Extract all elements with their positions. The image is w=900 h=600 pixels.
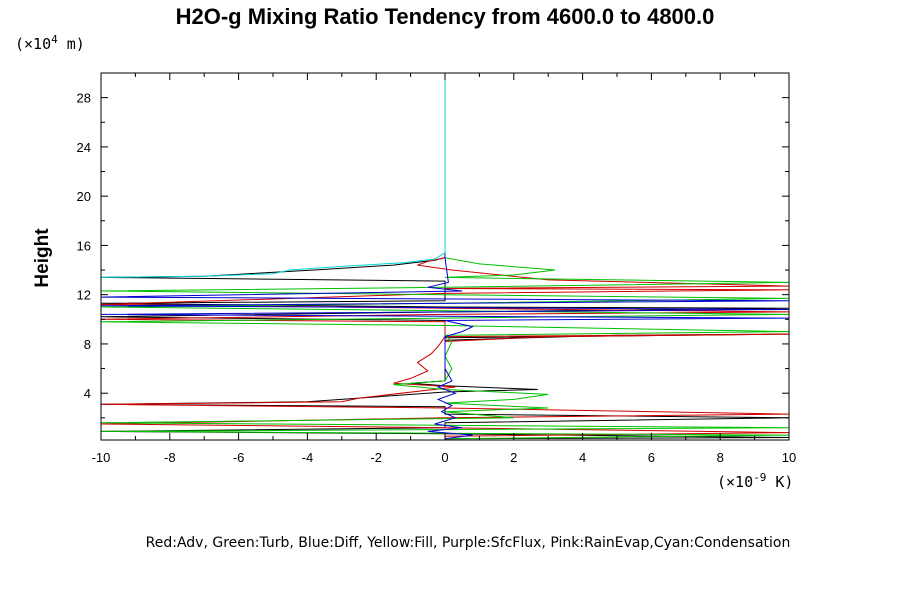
chart-title: H2O-g Mixing Ratio Tendency from 4600.0 … (176, 4, 715, 29)
x-tick-label: 6 (648, 450, 655, 465)
y-tick-label: 16 (77, 238, 91, 253)
x-tick-label: 10 (782, 450, 796, 465)
legend-text: Red:Adv, Green:Turb, Blue:Diff, Yellow:F… (146, 535, 791, 551)
x-tick-label: -6 (233, 450, 245, 465)
series-line-2 (101, 73, 789, 440)
y-tick-label: 24 (77, 140, 91, 155)
x-tick-label: -2 (370, 450, 382, 465)
y-unit-label: (×104 m) (15, 33, 85, 53)
series-line-1 (101, 73, 789, 437)
y-axis-label: Height (32, 228, 53, 288)
y-tick-label: 28 (77, 91, 91, 106)
y-tick-label: 4 (84, 386, 91, 401)
y-tick-label: 8 (84, 337, 91, 352)
series-line-3 (101, 73, 789, 440)
x-tick-label: -8 (164, 450, 176, 465)
series-line-4 (101, 73, 446, 278)
x-unit-label: (×10-9 K) (717, 471, 793, 491)
x-tick-label: -4 (302, 450, 314, 465)
x-tick-label: 4 (579, 450, 586, 465)
x-tick-label: 0 (441, 450, 448, 465)
y-tick-label: 20 (77, 189, 91, 204)
y-tick-label: 12 (77, 288, 91, 303)
x-tick-label: 2 (510, 450, 517, 465)
x-tick-label: 8 (717, 450, 724, 465)
x-tick-label: -10 (92, 450, 111, 465)
series-layer (101, 73, 789, 440)
